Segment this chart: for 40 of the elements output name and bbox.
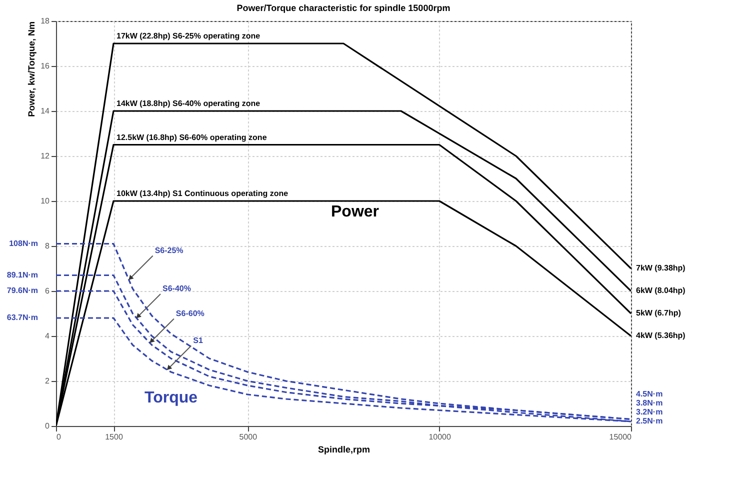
x-axis-title: Spindle,rpm	[318, 444, 370, 454]
y-tick-label: 18	[40, 16, 50, 26]
annotation: S6-40%	[162, 284, 191, 293]
annotation: 63.7N·m	[6, 313, 38, 322]
y-tick-label: 8	[45, 242, 50, 250]
y-tick-label: 16	[40, 62, 50, 70]
annotation: S6-25%	[154, 246, 184, 255]
annotation: 4.5N·m	[636, 390, 663, 398]
annotation: 2.5N·m	[636, 416, 663, 426]
y-tick-label: 10	[40, 196, 50, 206]
chart-title: Power/Torque characteristic for spindle 15000rpm	[236, 3, 450, 13]
y-axis-title: Power, kw/Torque, Nm	[26, 22, 37, 117]
x-tick-label: 10000	[428, 432, 452, 442]
annotation: Torque	[144, 390, 198, 407]
y-tick-label: 12	[40, 152, 50, 160]
annotation: 4kW (5.36hp)	[636, 331, 686, 340]
annotation: 89.1N·m	[6, 270, 38, 280]
x-tick-label: 15000	[609, 432, 632, 442]
x-tick-label: 5000	[239, 432, 258, 442]
series-label: 17kW (22.8hp) S6-25% operating zone	[116, 32, 261, 40]
y-tick-label: 14	[40, 106, 50, 116]
series-label: 12.5kW (16.8hp) S6-60% operating zone	[116, 132, 268, 142]
y-tick-label: 2	[45, 376, 50, 386]
x-tick-label: 0	[56, 432, 62, 442]
series-label: 14kW (18.8hp) S6-40% operating zone	[116, 99, 261, 108]
annotation: 5kW (6.7hp)	[636, 308, 682, 318]
annotation: 6kW (8.04hp)	[636, 286, 686, 295]
annotation: 7kW (9.38hp)	[636, 264, 686, 272]
annotation: 3.8N·m	[636, 398, 663, 408]
y-tick-label: 4	[45, 332, 50, 340]
y-tick-label: 6	[45, 286, 50, 296]
annotation: Power	[330, 203, 380, 220]
y-tick-label: 0	[45, 422, 50, 430]
annotation: 79.6N·m	[6, 286, 38, 295]
annotation: S1	[193, 336, 204, 345]
series-label: 10kW (13.4hp) S1 Continuous operating zone	[116, 189, 289, 198]
annotation: S6-60%	[176, 308, 204, 318]
annotation: 3.2N·m	[636, 408, 663, 416]
annotation: 108N·m	[9, 238, 38, 248]
x-tick-label: 1500	[105, 432, 124, 442]
